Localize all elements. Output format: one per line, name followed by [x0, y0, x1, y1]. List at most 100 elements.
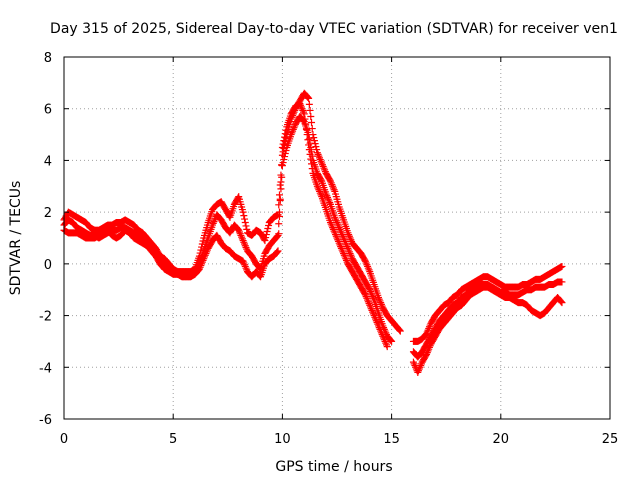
x-tick-label: 0 — [60, 432, 68, 447]
data-point — [347, 236, 355, 244]
data-point — [377, 329, 385, 337]
data-point — [369, 294, 377, 302]
data-point — [365, 284, 373, 292]
data-point — [314, 150, 322, 158]
data-point — [318, 159, 326, 167]
data-point — [198, 258, 206, 266]
data-point — [361, 290, 369, 298]
data-point — [339, 232, 347, 240]
data-point — [417, 362, 425, 370]
data-point — [381, 337, 389, 345]
data-point — [326, 218, 334, 226]
chart-title: Day 315 of 2025, Sidereal Day-to-day VTE… — [50, 21, 618, 37]
data-point — [316, 154, 324, 162]
data-point — [273, 248, 281, 256]
y-tick-label: 2 — [44, 206, 52, 221]
data-point — [424, 326, 432, 334]
data-point — [275, 220, 283, 228]
data-point — [300, 110, 308, 118]
data-point — [310, 137, 318, 145]
data-point — [198, 260, 206, 268]
data-point — [262, 234, 270, 242]
data-point — [241, 240, 249, 248]
data-point — [343, 258, 351, 266]
data-point — [308, 160, 316, 168]
data-point — [331, 213, 339, 221]
data-point — [305, 94, 313, 102]
data-point — [387, 337, 395, 345]
data-point — [331, 229, 339, 237]
data-point — [367, 289, 375, 297]
data-point — [297, 101, 305, 109]
x-tick-label: 25 — [602, 432, 619, 447]
data-point — [302, 120, 310, 128]
x-tick-label: 10 — [274, 432, 291, 447]
data-point — [366, 301, 374, 309]
data-point — [313, 146, 321, 154]
data-point — [241, 215, 249, 223]
data-point — [203, 246, 211, 254]
data-point — [306, 106, 314, 114]
data-point — [241, 218, 249, 226]
data-point — [262, 231, 270, 239]
data-point — [388, 337, 396, 345]
data-point — [211, 216, 219, 224]
data-point — [315, 152, 323, 160]
data-point — [238, 233, 246, 241]
data-point — [280, 137, 288, 145]
data-point — [336, 225, 344, 233]
data-point — [201, 253, 209, 261]
data-point — [337, 244, 345, 252]
data-point — [558, 299, 566, 307]
data-point — [282, 126, 290, 134]
data-point — [241, 261, 249, 269]
data-point — [305, 141, 313, 149]
data-point — [317, 191, 325, 199]
data-point — [201, 251, 209, 259]
data-layer — [60, 89, 566, 376]
data-point — [557, 298, 565, 306]
data-point — [365, 266, 373, 274]
data-point — [240, 259, 248, 267]
data-point — [326, 177, 334, 185]
data-point — [235, 228, 243, 236]
data-point — [199, 256, 207, 264]
data-point — [314, 184, 322, 192]
data-point — [329, 184, 337, 192]
series-0 — [60, 89, 566, 345]
data-point — [298, 105, 306, 113]
data-point — [307, 112, 315, 120]
data-point — [305, 100, 313, 108]
data-point — [308, 165, 316, 173]
data-point — [296, 100, 304, 108]
data-point — [370, 312, 378, 320]
data-point — [304, 94, 312, 102]
data-point — [289, 127, 297, 135]
data-point — [281, 133, 289, 141]
data-point — [344, 229, 352, 237]
data-point — [312, 143, 320, 151]
data-point — [196, 263, 204, 271]
data-point — [423, 350, 431, 358]
data-point — [373, 318, 381, 326]
data-point — [278, 161, 286, 169]
data-point — [241, 262, 249, 270]
data-point — [261, 237, 269, 245]
data-point — [276, 195, 284, 203]
data-point — [415, 367, 423, 375]
data-point — [378, 331, 386, 339]
data-point — [242, 243, 250, 251]
data-point — [423, 349, 431, 357]
data-point — [304, 136, 312, 144]
data-point — [281, 153, 289, 161]
data-point — [316, 189, 324, 197]
data-point — [320, 164, 328, 172]
data-point — [322, 190, 330, 198]
data-point — [345, 248, 353, 256]
data-point — [282, 147, 290, 155]
data-point — [288, 129, 296, 137]
y-tick-label: 8 — [44, 51, 52, 66]
data-point — [319, 162, 327, 170]
data-point — [234, 194, 242, 202]
